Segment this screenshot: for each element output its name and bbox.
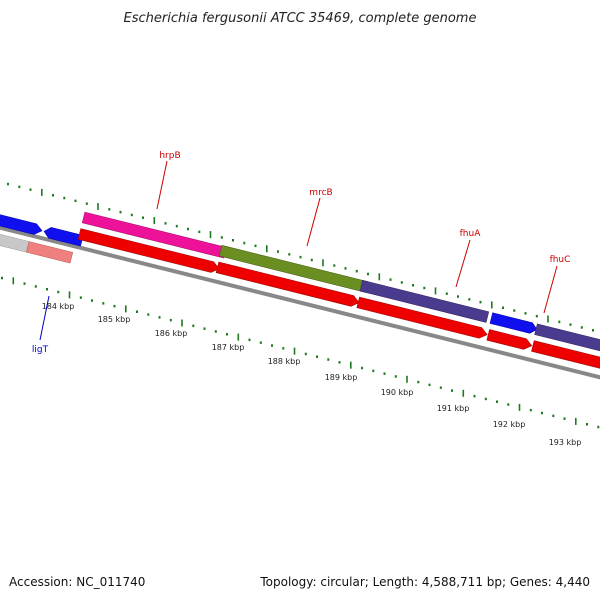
scale-label-191kbp: 191 kbp: [437, 404, 470, 413]
gene-label-hrpB[interactable]: hrpB: [159, 151, 180, 161]
accession-label: Accession: NC_011740: [9, 575, 145, 589]
scale-label-192kbp: 192 kbp: [493, 420, 526, 429]
scale-label-187kbp: 187 kbp: [212, 343, 245, 352]
scale-label-185kbp: 185 kbp: [98, 315, 131, 324]
scale-label-189kbp: 189 kbp: [325, 373, 358, 382]
upper-tick-row: [7, 182, 594, 332]
scale-label-186kbp: 186 kbp: [155, 329, 188, 338]
fhuD-cds[interactable]: [531, 340, 600, 381]
blue-gene-1[interactable]: [0, 212, 43, 236]
fhuD-gene[interactable]: [534, 323, 600, 364]
map-title: Escherichia fergusonii ATCC 35469, compl…: [124, 11, 477, 26]
fhuC-cds[interactable]: [486, 329, 533, 351]
gene-label-mrcB[interactable]: mrcB: [309, 188, 332, 198]
fhuA-cds[interactable]: [356, 296, 489, 340]
feature-track: [0, 211, 600, 381]
scale-label-193kbp: 193 kbp: [549, 438, 582, 447]
fhuC-leader: [543, 265, 558, 314]
scale-label-188kbp: 188 kbp: [268, 357, 301, 366]
mrcB-cds[interactable]: [215, 261, 360, 308]
hrpB-leader: [156, 160, 168, 210]
gene-label-ligT[interactable]: ligT: [32, 345, 49, 355]
blue-gene-2[interactable]: [43, 226, 84, 247]
genome-summary: Topology: circular; Length: 4,588,711 bp…: [259, 575, 590, 589]
genome-backbone: [0, 225, 600, 380]
ligT-leader: [39, 295, 50, 341]
scale-label-184kbp: 184 kbp: [42, 302, 75, 311]
pink-gene[interactable]: [26, 241, 74, 264]
gene-label-fhuC[interactable]: fhuC: [550, 255, 571, 265]
fhuA-gene[interactable]: [359, 280, 490, 323]
gene-label-fhuA[interactable]: fhuA: [460, 229, 482, 239]
scale-label-190kbp: 190 kbp: [381, 388, 414, 397]
fhuA-leader: [455, 239, 471, 288]
lower-tick-row: [1, 276, 600, 429]
fhuC-gene[interactable]: [489, 312, 538, 335]
hrpB-cds[interactable]: [77, 228, 220, 275]
mrcB-leader: [306, 197, 321, 247]
